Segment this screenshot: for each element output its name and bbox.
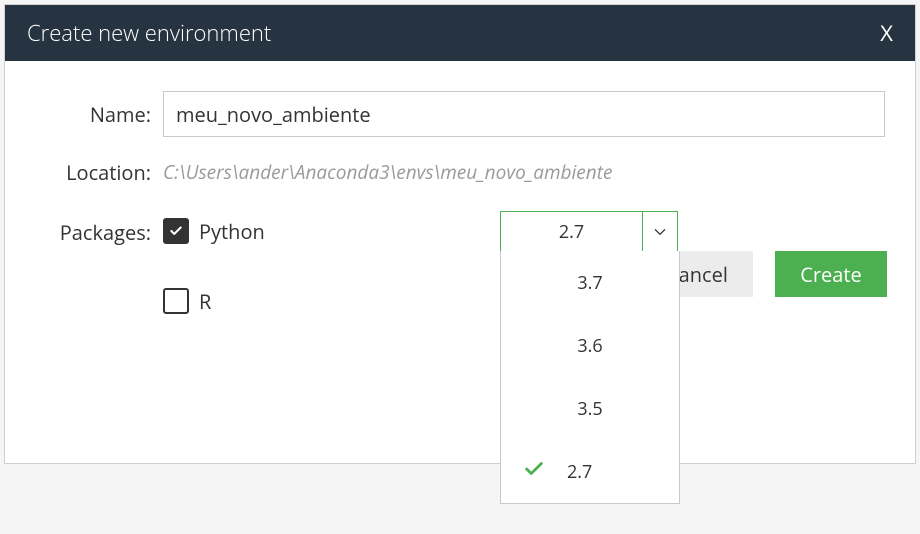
r-checkbox[interactable] bbox=[163, 288, 189, 314]
python-version-select[interactable]: 2.7 bbox=[500, 211, 678, 253]
create-environment-dialog: Create new environment X Name: Location:… bbox=[4, 4, 916, 464]
version-option[interactable]: 3.7 bbox=[501, 251, 679, 314]
chevron-down-icon[interactable] bbox=[643, 212, 677, 252]
python-checkbox[interactable] bbox=[163, 218, 189, 244]
check-icon bbox=[169, 224, 183, 238]
python-version-dropdown: 3.7 3.6 3.5 bbox=[500, 251, 680, 504]
location-path: C:\Users\ander\Anaconda3\envs\meu_novo_a… bbox=[163, 157, 612, 187]
python-label: Python bbox=[199, 218, 265, 245]
location-label: Location: bbox=[35, 159, 163, 186]
check-icon bbox=[523, 458, 545, 486]
create-button[interactable]: Create bbox=[775, 251, 887, 297]
version-option[interactable]: 3.6 bbox=[501, 314, 679, 377]
python-version-selected: 2.7 bbox=[501, 212, 643, 252]
name-input[interactable] bbox=[163, 91, 885, 137]
name-label: Name: bbox=[35, 101, 163, 128]
dialog-title: Create new environment bbox=[27, 18, 271, 48]
packages-label: Packages: bbox=[35, 211, 163, 246]
version-option-selected[interactable]: 2.7 bbox=[501, 440, 679, 503]
r-label: R bbox=[199, 288, 211, 315]
close-icon[interactable]: X bbox=[880, 18, 893, 48]
dialog-header: Create new environment X bbox=[5, 5, 915, 61]
version-option[interactable]: 3.5 bbox=[501, 377, 679, 440]
